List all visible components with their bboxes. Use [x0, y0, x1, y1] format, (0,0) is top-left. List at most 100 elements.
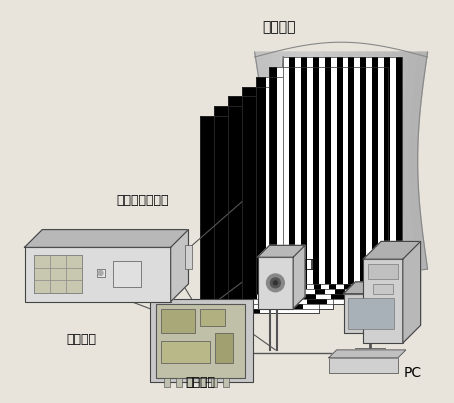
Polygon shape — [301, 57, 307, 108]
Bar — [214, 106, 333, 309]
Polygon shape — [319, 52, 333, 269]
Bar — [372, 57, 378, 284]
Bar — [364, 77, 374, 294]
Bar — [256, 77, 266, 294]
Bar — [295, 57, 301, 284]
Polygon shape — [25, 230, 188, 247]
Bar — [384, 57, 390, 284]
Polygon shape — [402, 52, 419, 269]
Bar — [211, 378, 217, 387]
Bar — [286, 87, 301, 299]
Bar — [351, 67, 358, 289]
Bar — [242, 87, 360, 299]
Polygon shape — [312, 57, 316, 108]
Circle shape — [271, 278, 280, 288]
Bar — [345, 77, 355, 294]
Bar — [307, 57, 313, 284]
Bar — [316, 87, 331, 299]
Bar — [315, 77, 325, 294]
Bar — [150, 299, 253, 382]
Bar — [284, 67, 292, 289]
Bar — [215, 333, 233, 363]
Bar — [292, 67, 299, 289]
Bar — [214, 106, 333, 309]
Text: 物体表面: 物体表面 — [262, 21, 296, 35]
Polygon shape — [336, 52, 350, 269]
Polygon shape — [341, 57, 347, 108]
Bar — [256, 77, 374, 294]
Bar — [347, 298, 394, 329]
Bar — [345, 87, 360, 299]
Bar — [314, 67, 321, 289]
Bar — [266, 77, 276, 294]
Bar — [295, 77, 305, 294]
Polygon shape — [331, 57, 337, 108]
Bar — [307, 96, 327, 303]
Bar — [267, 96, 287, 303]
Bar — [242, 87, 257, 299]
Bar — [344, 67, 351, 289]
Bar — [176, 378, 182, 387]
Polygon shape — [379, 57, 389, 108]
Bar — [188, 378, 193, 387]
Polygon shape — [394, 52, 410, 269]
Bar — [355, 77, 364, 294]
Polygon shape — [398, 282, 410, 333]
Bar — [200, 309, 225, 326]
Circle shape — [98, 270, 103, 276]
Bar — [270, 67, 388, 289]
Bar — [305, 77, 315, 294]
Bar — [368, 264, 398, 279]
Bar — [366, 67, 373, 289]
Polygon shape — [265, 52, 286, 269]
Bar — [260, 116, 319, 314]
Polygon shape — [281, 57, 288, 108]
Polygon shape — [370, 52, 384, 269]
Bar — [331, 57, 337, 284]
Polygon shape — [354, 52, 367, 269]
Polygon shape — [362, 52, 375, 269]
Bar — [299, 67, 306, 289]
Polygon shape — [350, 57, 357, 108]
Bar — [164, 378, 170, 387]
Text: 控制单元: 控制单元 — [185, 376, 215, 389]
Bar — [223, 378, 229, 387]
Bar — [325, 57, 331, 284]
Bar — [271, 87, 286, 299]
Bar — [184, 245, 192, 268]
Bar — [380, 67, 388, 289]
Polygon shape — [345, 52, 358, 269]
Polygon shape — [378, 52, 393, 269]
Text: PC: PC — [404, 366, 422, 380]
Bar — [366, 57, 372, 284]
Bar — [349, 57, 355, 284]
Bar — [287, 96, 307, 303]
Bar — [390, 57, 396, 284]
Bar — [256, 77, 374, 294]
Bar — [228, 96, 346, 303]
Bar — [283, 57, 402, 284]
Text: 投影设备: 投影设备 — [67, 333, 97, 346]
Polygon shape — [256, 52, 278, 269]
Text: 相机: 相机 — [304, 258, 319, 271]
Bar — [321, 67, 329, 289]
Bar — [327, 96, 346, 303]
Polygon shape — [283, 52, 301, 269]
Text: 二值结构光条纹: 二值结构光条纹 — [116, 193, 169, 206]
Polygon shape — [403, 241, 420, 343]
Bar — [285, 77, 295, 294]
Bar — [270, 67, 388, 289]
Polygon shape — [292, 52, 310, 269]
Bar — [257, 257, 293, 309]
Polygon shape — [171, 230, 188, 301]
Polygon shape — [386, 52, 402, 269]
Bar — [156, 303, 245, 378]
Polygon shape — [369, 57, 378, 108]
Polygon shape — [310, 52, 325, 269]
Bar — [363, 259, 403, 343]
Bar — [373, 284, 393, 294]
Bar — [331, 87, 345, 299]
Bar — [257, 87, 271, 299]
Bar — [358, 67, 366, 289]
Polygon shape — [274, 52, 294, 269]
